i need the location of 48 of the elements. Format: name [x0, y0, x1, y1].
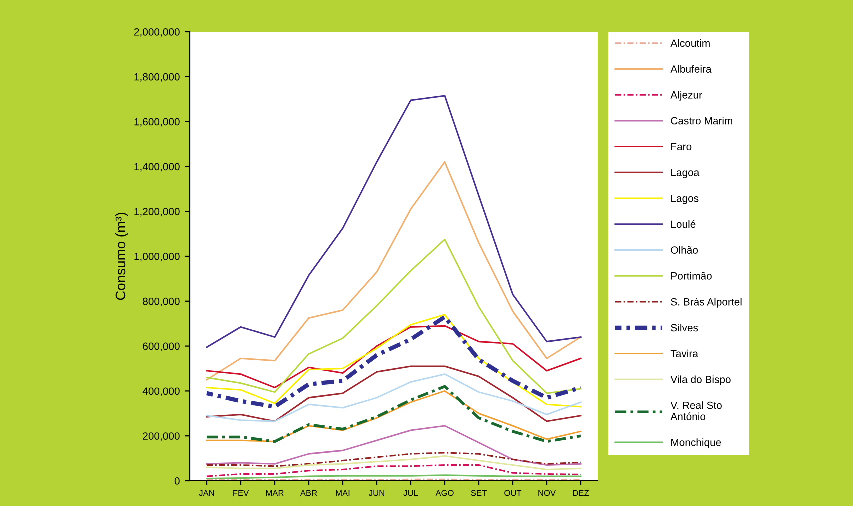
y-tick-label: 600,000: [143, 342, 180, 352]
legend-label: Loulé: [672, 220, 696, 228]
legend-label: Vila do Bispo: [670, 376, 731, 386]
legend-label: Portimão: [672, 272, 712, 280]
legend-label: Albufeira: [670, 65, 712, 73]
legend-label: Castro Marim: [671, 117, 732, 125]
legend-label: V. Real Sto António: [670, 402, 722, 420]
legend-label: Olhão: [671, 246, 698, 254]
y-tick-label: 400,000: [142, 388, 180, 396]
line-series: [206, 452, 582, 468]
legend-label: Lagoa: [672, 169, 700, 178]
x-tick-label: OUT: [504, 490, 522, 496]
y-tick-label: 0: [174, 478, 180, 485]
legend-label: S. Brás Alportel: [671, 298, 742, 308]
y-tick-label: 1,800,000: [134, 73, 180, 82]
legend-label: Silves: [671, 324, 698, 332]
x-tick-label: NOV: [538, 490, 556, 496]
line-series: [206, 325, 582, 389]
y-tick-label: 1,000,000: [134, 253, 180, 262]
y-tick-label: 2,000,000: [134, 28, 180, 38]
line-series: [206, 95, 582, 348]
y-axis-title: Consumo (m³): [115, 212, 128, 300]
y-tick-label: 1,400,000: [134, 163, 180, 172]
legend-label: Tavira: [670, 350, 698, 358]
x-tick-label: JAN: [199, 490, 214, 496]
y-tick-label: 200,000: [143, 432, 180, 442]
legend-label: Alcoutim: [670, 39, 710, 48]
x-tick-label: FEV: [234, 490, 250, 496]
line-series: [206, 238, 582, 394]
x-tick-label: AGO: [436, 490, 454, 496]
line-series: [206, 161, 582, 381]
legend-label: Lagos: [672, 194, 699, 204]
legend-label: Faro: [672, 143, 692, 151]
line-series: [206, 464, 582, 478]
x-tick-label: ABR: [300, 490, 318, 496]
line-series: [206, 425, 582, 466]
legend-label: Monchique: [672, 438, 722, 448]
x-tick-label: JUL: [404, 490, 418, 496]
line-series: [206, 456, 582, 471]
x-tick-label: DEZ: [573, 490, 590, 496]
x-tick-label: JUN: [369, 490, 384, 496]
x-tick-label: MAR: [266, 490, 284, 496]
legend-label: Aljezur: [670, 91, 702, 101]
y-tick-label: 800,000: [143, 298, 180, 307]
y-tick-label: 1,200,000: [134, 208, 180, 217]
x-tick-label: MAI: [336, 490, 350, 496]
x-tick-label: SET: [471, 490, 487, 496]
y-tick-label: 1,600,000: [134, 118, 180, 127]
